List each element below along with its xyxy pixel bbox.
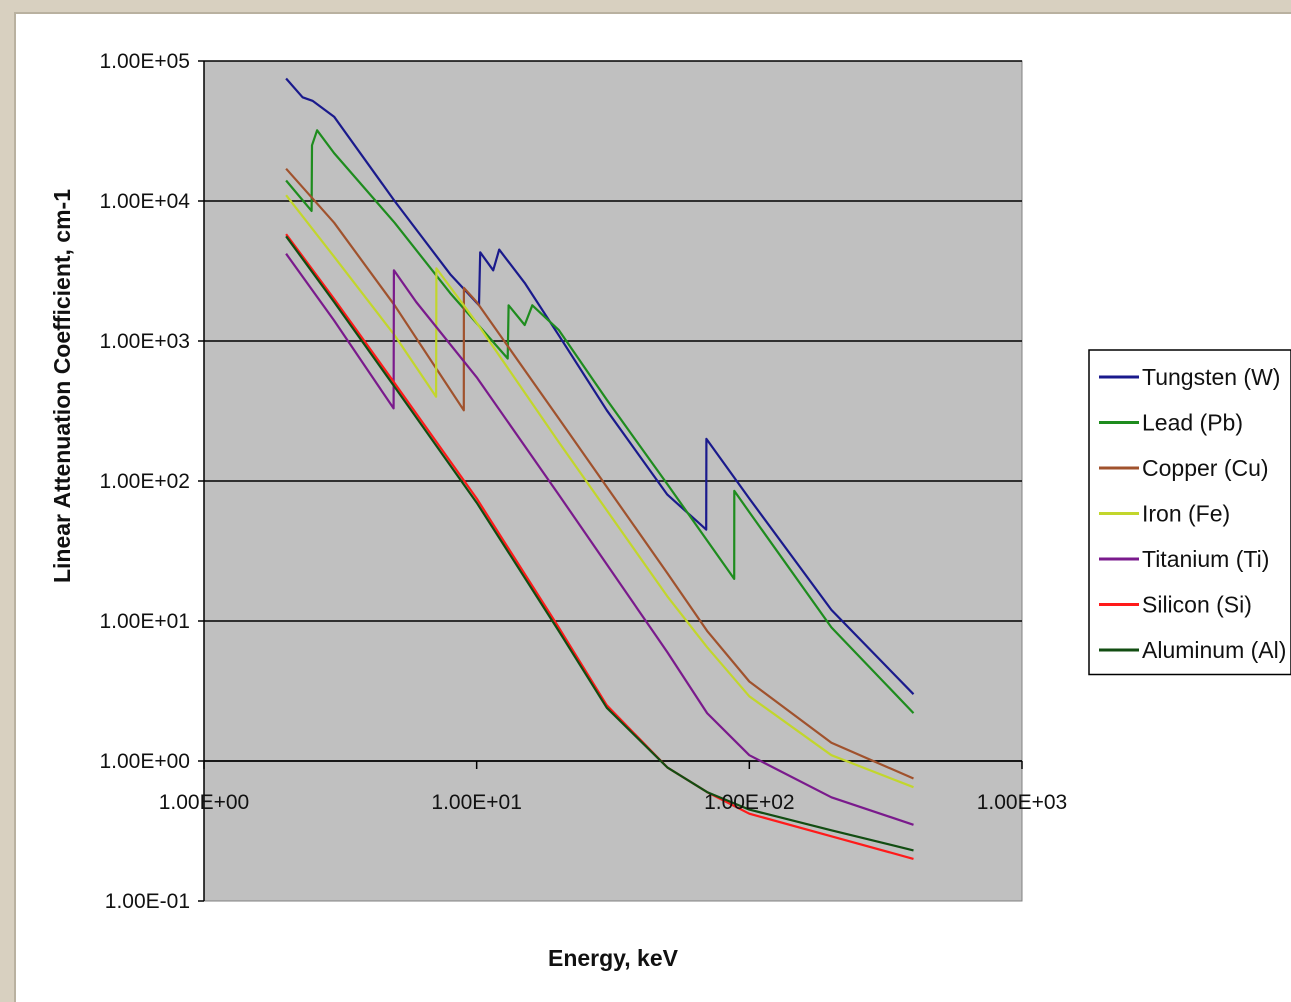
series-line-iron-fe: [285, 194, 914, 789]
x-tick-label: 1.00E+03: [977, 791, 1068, 814]
series-line-titanium-ti: [285, 253, 914, 826]
series-line-lead-pb: [285, 129, 915, 714]
x-tick-label: 1.00E+02: [704, 791, 795, 814]
series-line-silicon-si: [285, 233, 914, 860]
legend-label: Aluminum (Al): [1142, 637, 1286, 663]
x-tick-label: 1.00E+00: [159, 791, 250, 814]
series-line-aluminum-al: [285, 235, 914, 852]
legend-label: Iron (Fe): [1142, 501, 1230, 527]
x-axis-title: Energy, keV: [548, 945, 679, 971]
y-tick-label: 1.00E+05: [99, 50, 190, 73]
legend-label: Titanium (Ti): [1142, 546, 1269, 572]
y-tick-label: 1.00E+04: [99, 190, 190, 213]
y-tick-label: 1.00E+00: [99, 750, 190, 773]
y-tick-label: 1.00E+02: [99, 470, 190, 493]
attenuation-chart: 1.00E-01 1.00E+00 1.00E+01 1.00E+02 1.00E+03…: [49, 50, 1291, 971]
legend-label: Copper (Cu): [1142, 455, 1269, 481]
x-tick-label: 1.00E+01: [431, 791, 522, 814]
y-tick-label: 1.00E+01: [99, 610, 190, 633]
legend: Tungsten (W) Lead (Pb) Copper (Cu) Iron (Fe…: [1088, 349, 1291, 676]
y-tick-label: 1.00E+03: [99, 330, 190, 353]
series-lines: [285, 77, 915, 860]
series-line-tungsten-w: [285, 77, 915, 695]
chart-frame: 1.00E-01 1.00E+00 1.00E+01 1.00E+02 1.00E+03…: [14, 12, 1291, 1002]
series-line-copper-cu: [285, 167, 914, 780]
y-tick-label: 1.00E-01: [105, 890, 190, 913]
y-tick-labels: 1.00E-01 1.00E+00 1.00E+01 1.00E+02 1.00E+03…: [99, 50, 204, 913]
x-axis: [203, 760, 1023, 769]
legend-label: Lead (Pb): [1142, 410, 1243, 436]
legend-label: Silicon (Si): [1142, 592, 1252, 618]
legend-label: Tungsten (W): [1142, 364, 1280, 390]
x-tick-labels: 1.00E+00 1.00E+01 1.00E+02 1.00E+03: [159, 791, 1068, 814]
y-axis-title: Linear Attenuation Coefficient, cm-1: [49, 189, 75, 583]
